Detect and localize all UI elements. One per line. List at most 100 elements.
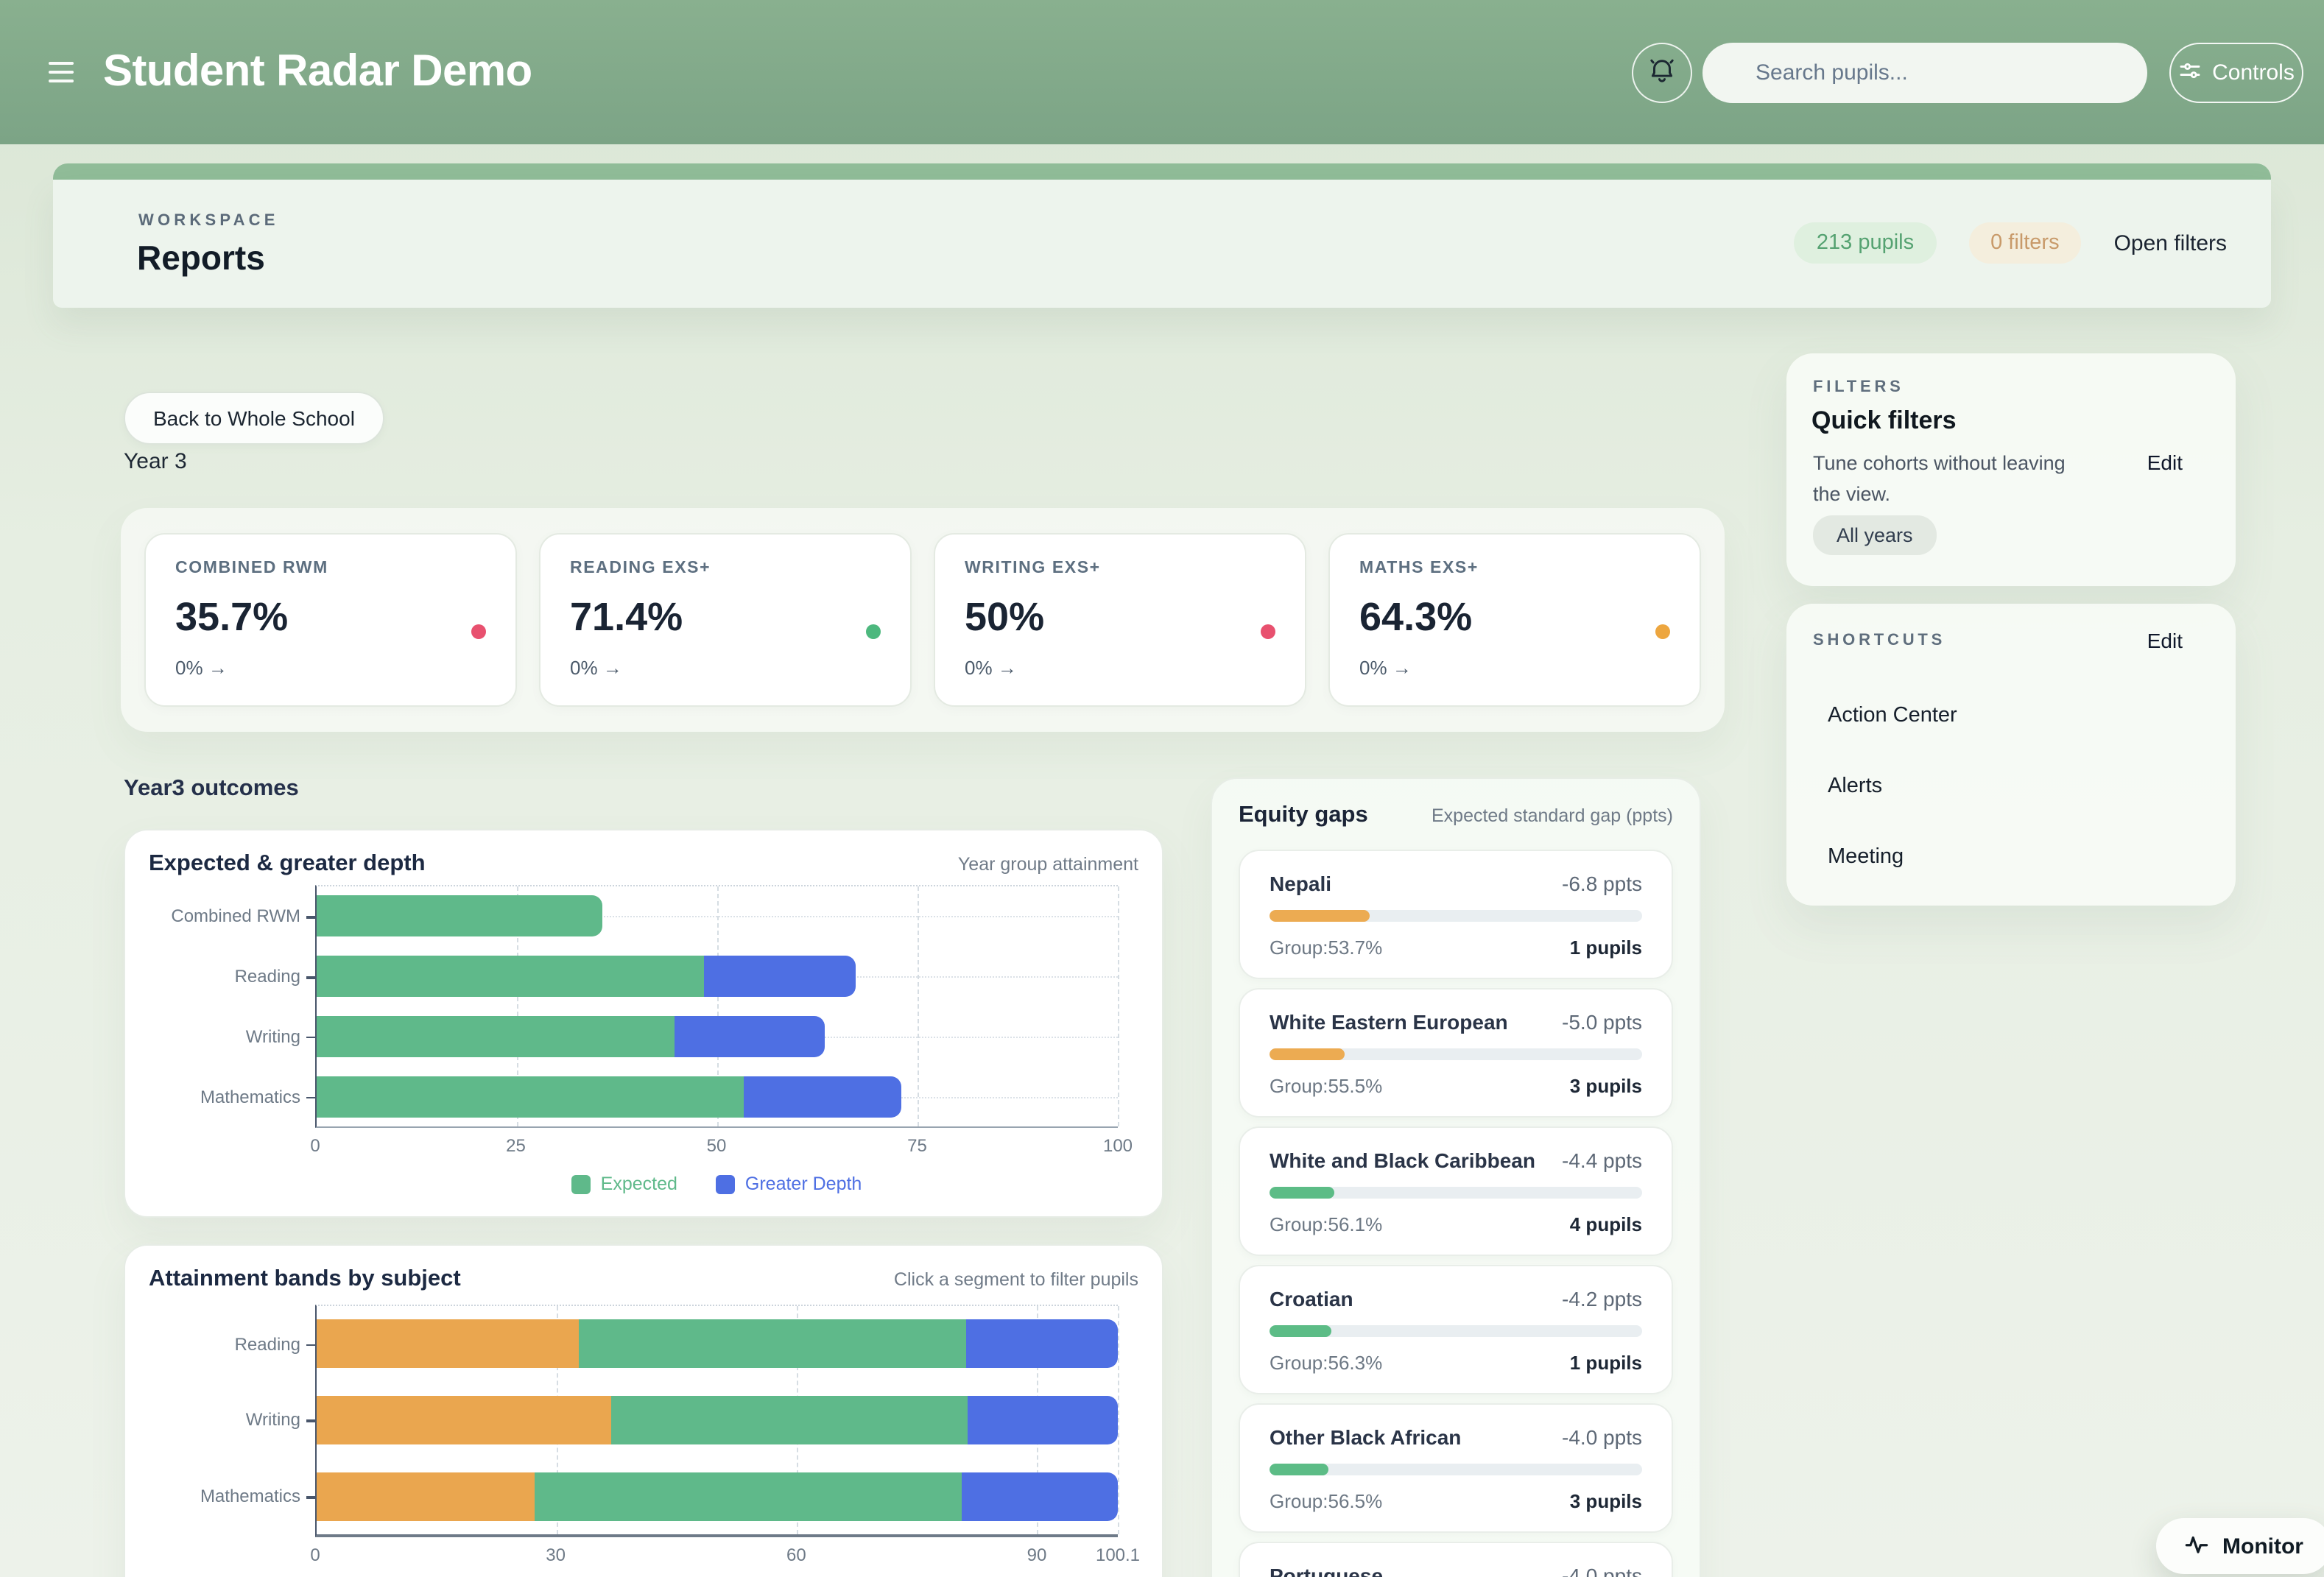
bar-segment-expected[interactable] — [579, 1319, 967, 1369]
legend-item-greater-depth[interactable]: Greater Depth — [715, 1174, 862, 1194]
workspace-header: WORKSPACE Reports 213 pupils 0 filters O… — [53, 180, 2271, 308]
chart-header: Expected & greater depth Year group atta… — [149, 851, 1138, 878]
legend-swatch — [715, 1174, 735, 1193]
back-to-whole-school-button[interactable]: Back to Whole School — [124, 392, 384, 445]
notifications-button[interactable] — [1632, 43, 1692, 103]
monitor-button-label: Monitor — [2222, 1534, 2303, 1559]
workspace-eyebrow: WORKSPACE — [138, 212, 279, 230]
bar-segment-below-expected[interactable] — [317, 1472, 535, 1521]
bar-track — [317, 1395, 1118, 1444]
bar-row: Reading — [235, 1319, 1118, 1369]
y-axis-tick — [306, 1096, 315, 1099]
status-dot — [866, 624, 881, 639]
all-years-chip[interactable]: All years — [1813, 515, 1937, 555]
bar-segment-greater-depth[interactable] — [962, 1472, 1118, 1521]
bar-track — [317, 895, 1118, 937]
chart-plot-area: Reading Writing Mathematics — [200, 1305, 1119, 1537]
outcomes-section-title: Year3 outcomes — [124, 776, 299, 801]
group-name: Portuguese — [1270, 1564, 1384, 1577]
legend-item-expected[interactable]: Expected — [571, 1174, 677, 1194]
quick-filters-description: Tune cohorts without leaving the view. — [1813, 452, 2066, 505]
y-axis-category-label: Mathematics — [200, 1486, 300, 1507]
chart-header: Attainment bands by subject Click a segm… — [149, 1266, 1138, 1293]
group-attainment: Group:56.5% — [1270, 1490, 1383, 1512]
pupil-count: 1 pupils — [1569, 936, 1642, 959]
kpi-card-combined-rwm[interactable]: COMBINED RWM 35.7% 0% → — [144, 533, 517, 707]
pupil-count-badge: 213 pupils — [1794, 222, 1937, 264]
group-attainment: Group:56.3% — [1270, 1352, 1383, 1374]
workspace-actions: 213 pupils 0 filters Open filters — [1794, 222, 2227, 264]
kpi-label: READING EXS+ — [570, 560, 711, 577]
kpi-value: 35.7% — [175, 595, 289, 639]
gap-value: -4.4 ppts — [1562, 1149, 1642, 1172]
shortcut-alerts[interactable]: Alerts — [1828, 775, 1883, 798]
chart-plot-area: Combined RWM Reading Writing Mathematics — [171, 885, 1119, 1128]
bar-track — [317, 1319, 1118, 1369]
equity-row-nepali[interactable]: Nepali -6.8 ppts Group:53.7% 1 pupils — [1239, 850, 1673, 979]
group-attainment: Group:56.1% — [1270, 1213, 1383, 1235]
equity-row-other-black-african[interactable]: Other Black African -4.0 ppts Group:56.5… — [1239, 1403, 1673, 1533]
group-name: Nepali — [1270, 872, 1332, 895]
shortcut-action-center[interactable]: Action Center — [1828, 704, 1957, 727]
bar-segment-expected[interactable] — [317, 1076, 744, 1118]
bar-segment-expected[interactable] — [317, 895, 603, 937]
equity-row-white-and-black-caribbean[interactable]: White and Black Caribbean -4.4 ppts Grou… — [1239, 1126, 1673, 1256]
quick-filters-title: Quick filters — [1811, 406, 1957, 434]
equity-title: Equity gaps — [1239, 802, 1368, 828]
gap-progress-fill — [1270, 1048, 1345, 1060]
group-attainment: Group:55.5% — [1270, 1075, 1383, 1097]
y-axis-tick — [306, 1496, 315, 1499]
bar-row: Reading — [235, 956, 1118, 998]
bar-row: Mathematics — [200, 1076, 1118, 1118]
bar-segment-greater-depth[interactable] — [674, 1015, 825, 1057]
chart-expected-greater-depth: Expected & greater depth Year group atta… — [124, 829, 1163, 1218]
bar-segment-greater-depth[interactable] — [744, 1076, 901, 1118]
y-axis-tick — [306, 1344, 315, 1347]
equity-row-white-eastern-european[interactable]: White Eastern European -5.0 ppts Group:5… — [1239, 988, 1673, 1118]
x-axis-ticks: 0 25 50 75 100 — [310, 1135, 1133, 1159]
gridline — [717, 886, 719, 1126]
bar-track — [317, 1472, 1118, 1521]
hamburger-menu-icon[interactable] — [49, 62, 75, 88]
kpi-label: WRITING EXS+ — [965, 560, 1101, 577]
shortcuts-edit-button[interactable]: Edit — [2147, 629, 2183, 652]
group-name: Croatian — [1270, 1287, 1353, 1310]
filters-edit-button[interactable]: Edit — [2147, 451, 2183, 474]
bar-segment-greater-depth[interactable] — [704, 956, 856, 998]
bar-segment-greater-depth[interactable] — [966, 1319, 1118, 1369]
sliders-icon — [2178, 58, 2202, 88]
bell-icon — [1647, 54, 1677, 92]
bar-row: Combined RWM — [171, 895, 1118, 937]
kpi-trend: 0% → — [570, 657, 622, 679]
pupil-count: 3 pupils — [1569, 1075, 1642, 1097]
kpi-card-maths-exs[interactable]: MATHS EXS+ 64.3% 0% → — [1328, 533, 1701, 707]
bar-segment-below-expected[interactable] — [317, 1395, 611, 1444]
equity-subtitle: Expected standard gap (ppts) — [1432, 805, 1673, 826]
kpi-card-reading-exs[interactable]: READING EXS+ 71.4% 0% → — [539, 533, 912, 707]
page-title: Reports — [137, 239, 265, 277]
bar-segment-expected[interactable] — [317, 956, 705, 998]
year-group-label: Year 3 — [124, 449, 187, 474]
pupil-count: 1 pupils — [1569, 1352, 1642, 1374]
bar-segment-greater-depth[interactable] — [968, 1395, 1118, 1444]
bar-segment-expected[interactable] — [610, 1395, 968, 1444]
equity-row-croatian[interactable]: Croatian -4.2 ppts Group:56.3% 1 pupils — [1239, 1265, 1673, 1394]
y-axis-category-label: Combined RWM — [171, 906, 300, 927]
monitor-button[interactable]: Monitor — [2156, 1518, 2324, 1574]
shortcut-meeting[interactable]: Meeting — [1828, 845, 1904, 869]
kpi-value: 64.3% — [1359, 595, 1473, 639]
y-axis-category-label: Reading — [234, 966, 300, 987]
kpi-label: COMBINED RWM — [175, 560, 328, 577]
chart-legend: Expected Greater Depth — [315, 1174, 1118, 1194]
x-axis-ticks: 0 30 60 90 100.1 — [310, 1545, 1140, 1568]
equity-row-portuguese[interactable]: Portuguese -4.0 ppts — [1239, 1542, 1673, 1577]
shortcuts-eyebrow: SHORTCUTS — [1813, 632, 1946, 649]
bar-segment-below-expected[interactable] — [317, 1319, 580, 1369]
filter-count-badge: 0 filters — [1968, 222, 2082, 264]
open-filters-button[interactable]: Open filters — [2113, 230, 2227, 255]
bar-segment-expected[interactable] — [534, 1472, 962, 1521]
controls-button[interactable]: Controls — [2169, 43, 2303, 103]
kpi-card-writing-exs[interactable]: WRITING EXS+ 50% 0% → — [934, 533, 1306, 707]
bar-segment-expected[interactable] — [317, 1015, 675, 1057]
search-input[interactable] — [1702, 43, 2147, 103]
